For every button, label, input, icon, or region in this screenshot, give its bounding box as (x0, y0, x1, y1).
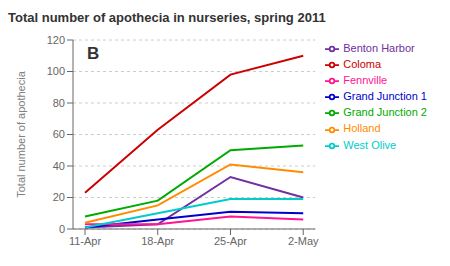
svg-text:11-Apr: 11-Apr (69, 235, 102, 247)
html-text:Coloma: Coloma (343, 58, 382, 71)
svg-text:120: 120 (47, 34, 65, 46)
svg-text:Total number of apothecia: Total number of apothecia (15, 70, 27, 197)
svg-text:60: 60 (53, 128, 65, 140)
svg-text:100: 100 (47, 65, 65, 77)
svg-text:0: 0 (59, 223, 65, 235)
html-text:Fennville: Fennville (343, 74, 388, 87)
html-text:Total number of apothecia in n: Total number of apothecia in nurseries, … (8, 10, 326, 25)
svg-text:18-Apr: 18-Apr (141, 235, 174, 247)
html-text:West Olive: West Olive (343, 138, 397, 151)
html-text:Benton Harbor: Benton Harbor (343, 42, 415, 54)
svg-text:80: 80 (53, 97, 65, 109)
html-text:Grand Junction 2: Grand Junction 2 (343, 106, 427, 119)
svg-text:20: 20 (53, 191, 65, 203)
svg-text:25-Apr: 25-Apr (214, 235, 247, 247)
html-text:Holland: Holland (343, 122, 381, 135)
svg-text:2-May: 2-May (288, 235, 319, 247)
html-text:Grand Junction 1: Grand Junction 1 (343, 90, 427, 103)
html-text:B: B (87, 44, 100, 63)
svg-text:40: 40 (53, 160, 65, 172)
